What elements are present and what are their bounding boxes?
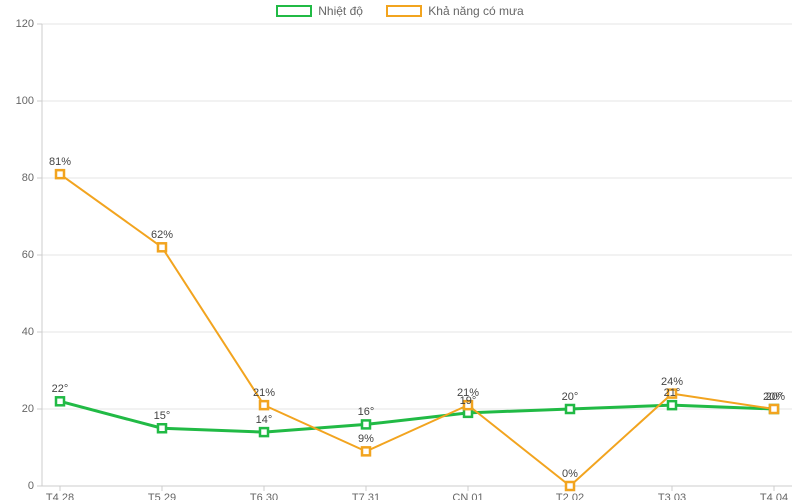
x-tick-label: T3 03 [658, 492, 686, 500]
data-point[interactable] [668, 390, 676, 398]
x-tick-label: CN 01 [452, 492, 483, 500]
legend-item-rain[interactable]: Khả năng có mưa [386, 4, 523, 18]
x-tick-label: T7 31 [352, 492, 380, 500]
x-tick-label: T4 28 [46, 492, 74, 500]
data-point[interactable] [260, 401, 268, 409]
y-tick-label: 120 [16, 18, 34, 30]
series-line [60, 174, 774, 486]
y-tick-label: 0 [28, 480, 34, 492]
data-point[interactable] [362, 447, 370, 455]
y-tick-label: 100 [16, 95, 34, 107]
data-point[interactable] [362, 420, 370, 428]
data-point[interactable] [668, 401, 676, 409]
x-tick-label: T6 30 [250, 492, 278, 500]
plot-svg [42, 24, 792, 486]
data-point[interactable] [56, 397, 64, 405]
data-point[interactable] [56, 170, 64, 178]
x-tick-label: T4 04 [760, 492, 788, 500]
x-tick-label: T2 02 [556, 492, 584, 500]
legend-swatch-rain [386, 5, 422, 17]
plot-area: 22°15°14°16°19°20°21°20°81%62%21%9%21%0%… [42, 24, 792, 486]
legend-item-temperature[interactable]: Nhiệt độ [276, 4, 363, 18]
data-point[interactable] [158, 243, 166, 251]
data-point[interactable] [566, 405, 574, 413]
x-tick-label: T5 29 [148, 492, 176, 500]
data-point[interactable] [566, 482, 574, 490]
legend: Nhiệt độ Khả năng có mưa [0, 4, 800, 20]
y-tick-label: 20 [22, 403, 34, 415]
y-tick-label: 40 [22, 326, 34, 338]
weather-chart: Nhiệt độ Khả năng có mưa 0 20 40 60 80 100 120… [0, 0, 800, 500]
y-axis: 020406080100120 [0, 24, 38, 486]
y-tick-label: 60 [22, 249, 34, 261]
y-tick-label: 80 [22, 172, 34, 184]
legend-swatch-temperature [276, 5, 312, 17]
data-point[interactable] [158, 424, 166, 432]
data-point[interactable] [464, 401, 472, 409]
legend-label-rain: Khả năng có mưa [428, 4, 523, 18]
data-point[interactable] [770, 405, 778, 413]
data-point[interactable] [260, 428, 268, 436]
legend-label-temperature: Nhiệt độ [318, 4, 363, 18]
